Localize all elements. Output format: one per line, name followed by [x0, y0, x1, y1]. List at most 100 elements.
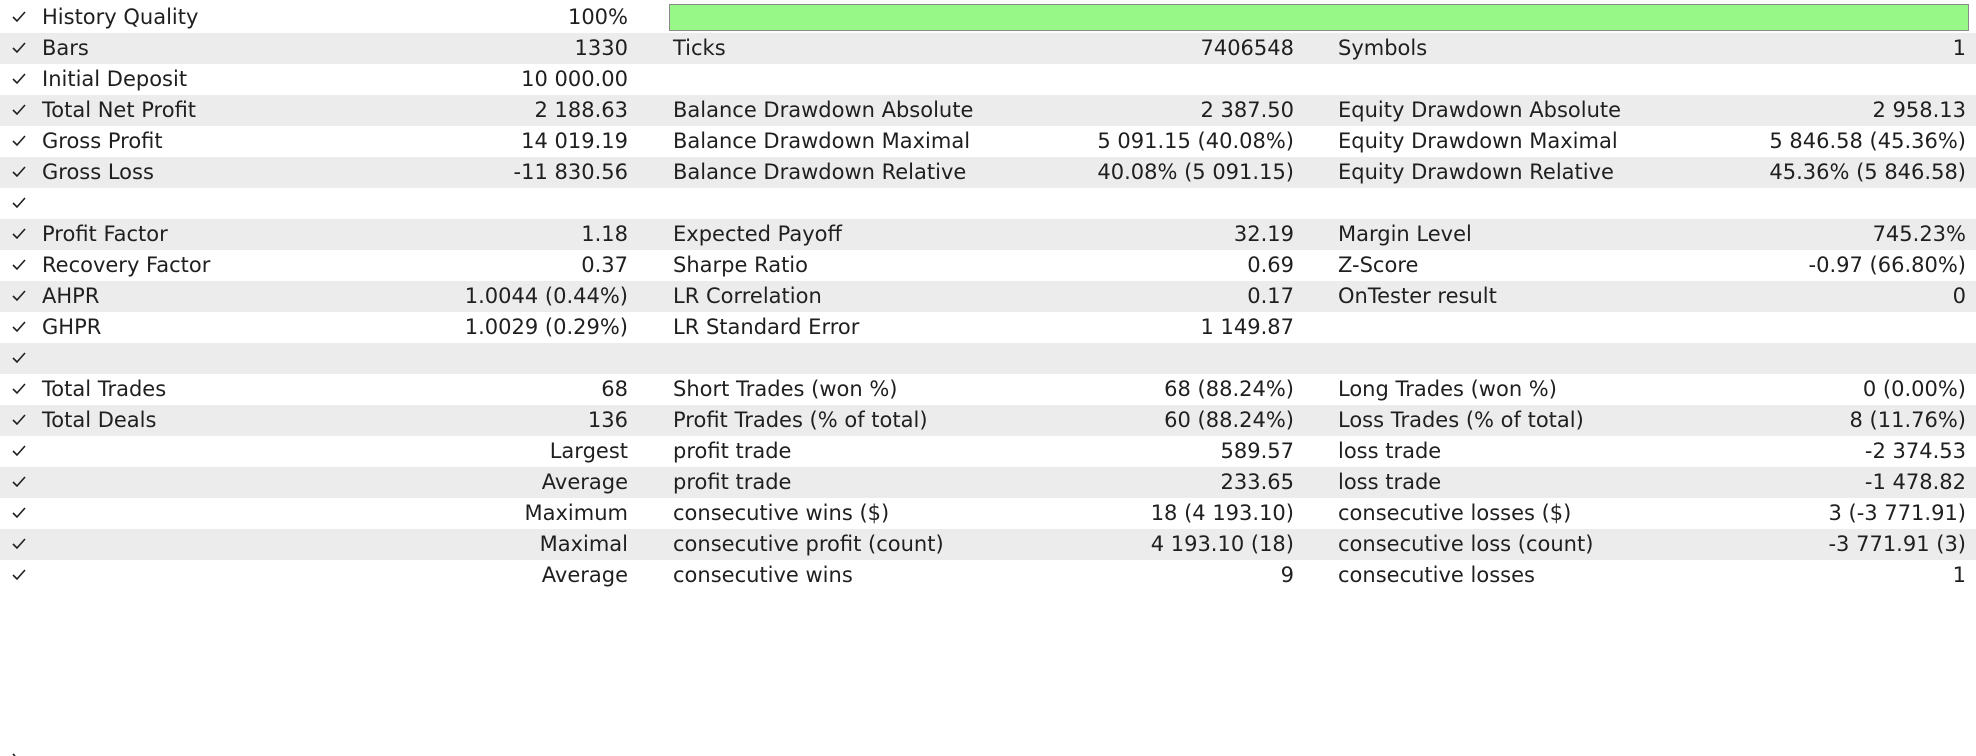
metric-value: 2 188.63 — [534, 98, 628, 122]
metric-value: 32.19 — [1233, 222, 1294, 246]
report-row: Bars 1330 Ticks 7406548 Symbols 1 — [0, 33, 1976, 64]
check-icon[interactable] — [12, 157, 32, 188]
metric-value: 745.23% — [1872, 222, 1966, 246]
metric-value: 1.0044 (0.44%) — [464, 284, 628, 308]
report-row: AHPR 1.0044 (0.44%) LR Correlation 0.17 OnTe… — [0, 281, 1976, 312]
metric-label: Profit Trades (% of total) — [673, 408, 928, 432]
check-icon[interactable] — [12, 467, 32, 498]
metric-group-label: Average — [541, 470, 628, 494]
metric-label: Balance Drawdown Maximal — [673, 129, 971, 153]
check-icon[interactable] — [12, 405, 32, 436]
metric-value: 5 846.58 (45.36%) — [1769, 129, 1966, 153]
report-row: Initial Deposit 10 000.00 — [0, 64, 1976, 95]
metric-label: Expected Payoff — [673, 222, 842, 246]
metric-value: 1 — [1952, 563, 1966, 587]
report-row: Average consecutive wins 9 consecutive loss… — [0, 560, 1976, 591]
metric-value: 14 019.19 — [521, 129, 628, 153]
metric-label: LR Standard Error — [673, 315, 860, 339]
metric-value: 8 (11.76%) — [1849, 408, 1967, 432]
metric-value: 68 — [601, 377, 628, 401]
metric-label: Sharpe Ratio — [673, 253, 808, 277]
metric-label: Gross Profit — [42, 129, 163, 153]
metric-value: -1 478.82 — [1864, 470, 1966, 494]
check-icon[interactable] — [12, 498, 32, 529]
metric-label: Loss Trades (% of total) — [1338, 408, 1584, 432]
metric-value: 1 149.87 — [1200, 315, 1294, 339]
metric-value: 18 (4 193.10) — [1150, 501, 1294, 525]
report-row: Maximum consecutive wins ($) 18 (4 193.10)… — [0, 498, 1976, 529]
report-row: Recovery Factor 0.37 Sharpe Ratio 0.69 Z-Sco… — [0, 250, 1976, 281]
check-icon[interactable] — [12, 250, 32, 281]
metric-value: -2 374.53 — [1864, 439, 1966, 463]
metric-label: consecutive loss (count) — [1338, 532, 1594, 556]
check-icon[interactable] — [12, 64, 32, 95]
report-row: Gross Profit 14 019.19 Balance Drawdown Ma… — [0, 126, 1976, 157]
metric-value: 68 (88.24%) — [1164, 377, 1294, 401]
metric-label: Long Trades (won %) — [1338, 377, 1557, 401]
metric-label: Symbols — [1338, 36, 1428, 60]
metric-label: Recovery Factor — [42, 253, 211, 277]
metric-value: 1.0029 (0.29%) — [464, 315, 628, 339]
report-row: Gross Loss -11 830.56 Balance Drawdown Rel… — [0, 157, 1976, 188]
report-row: Total Net Profit 2 188.63 Balance Drawdown… — [0, 95, 1976, 126]
metric-label: Equity Drawdown Absolute — [1338, 98, 1622, 122]
metric-label: Gross Loss — [42, 160, 154, 184]
metric-label: consecutive losses ($) — [1338, 501, 1572, 525]
check-icon[interactable] — [12, 374, 32, 405]
metric-value: 1 — [1952, 36, 1966, 60]
metric-group-label: Largest — [549, 439, 628, 463]
check-icon[interactable] — [12, 188, 32, 219]
history-quality-value: 100% — [567, 5, 628, 29]
check-icon[interactable] — [12, 529, 32, 560]
metric-value: 233.65 — [1220, 470, 1294, 494]
report-row: Maximal consecutive profit (count) 4 193.1… — [0, 529, 1976, 560]
check-icon[interactable] — [12, 33, 32, 64]
metric-value: 10 000.00 — [521, 67, 628, 91]
metric-label: consecutive wins ($) — [673, 501, 890, 525]
metric-label: Total Net Profit — [42, 98, 197, 122]
metric-group-label: Maximum — [524, 501, 628, 525]
metric-label: Margin Level — [1338, 222, 1472, 246]
metric-value: 45.36% (5 846.58) — [1769, 160, 1966, 184]
check-icon[interactable] — [12, 560, 32, 591]
metric-value: -3 771.91 (3) — [1828, 532, 1966, 556]
report-row — [0, 188, 1976, 219]
metric-label: AHPR — [42, 284, 100, 308]
report-row: Average profit trade 233.65 loss trade -1 47… — [0, 467, 1976, 498]
metric-value: 0.37 — [581, 253, 628, 277]
metric-label: Balance Drawdown Relative — [673, 160, 967, 184]
metric-value: 2 958.13 — [1872, 98, 1966, 122]
metric-label: Z-Score — [1338, 253, 1419, 277]
metric-value: 1.18 — [581, 222, 628, 246]
history-quality-bar — [669, 4, 1969, 31]
metric-value: 7406548 — [1200, 36, 1294, 60]
metric-label: Initial Deposit — [42, 67, 188, 91]
metric-label: profit trade — [673, 470, 792, 494]
metric-label: GHPR — [42, 315, 102, 339]
report-row: Profit Factor 1.18 Expected Payoff 32.19 Mar… — [0, 219, 1976, 250]
report-row: Total Trades 68 Short Trades (won %) 68 (88… — [0, 374, 1976, 405]
metric-label: profit trade — [673, 439, 792, 463]
metric-label: Equity Drawdown Relative — [1338, 160, 1614, 184]
check-icon[interactable] — [12, 2, 32, 33]
check-icon[interactable] — [12, 436, 32, 467]
metric-label: loss trade — [1338, 439, 1442, 463]
metric-label: consecutive wins — [673, 563, 853, 587]
report-row — [0, 343, 1976, 374]
check-icon[interactable] — [12, 126, 32, 157]
check-icon[interactable] — [12, 95, 32, 126]
metric-label: Total Deals — [42, 408, 157, 432]
metric-value: 40.08% (5 091.15) — [1097, 160, 1294, 184]
check-icon[interactable] — [12, 312, 32, 343]
metric-label: Balance Drawdown Absolute — [673, 98, 974, 122]
check-icon[interactable] — [12, 343, 32, 374]
report-row: Largest profit trade 589.57 loss trade -2 37… — [0, 436, 1976, 467]
metric-label: Equity Drawdown Maximal — [1338, 129, 1618, 153]
check-icon[interactable] — [12, 219, 32, 250]
metric-value: 1330 — [574, 36, 628, 60]
check-icon[interactable] — [12, 281, 32, 312]
metric-label: Total Trades — [42, 377, 167, 401]
metric-label: Profit Factor — [42, 222, 168, 246]
metric-group-label: Maximal — [539, 532, 628, 556]
